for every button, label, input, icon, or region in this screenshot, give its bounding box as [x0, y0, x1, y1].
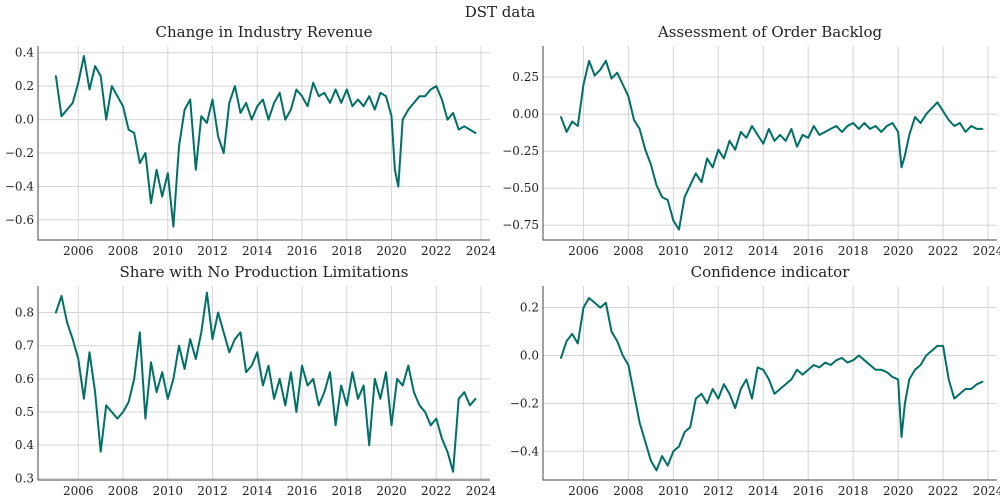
y-tick-label: −0.2: [5, 146, 34, 160]
x-tick-label: 2010: [658, 484, 689, 498]
x-tick-label: 2024: [973, 244, 1000, 258]
x-tick-label: 2006: [568, 484, 599, 498]
x-tick-label: 2012: [197, 244, 228, 258]
y-tick-label: −0.6: [5, 213, 34, 227]
y-tick-label: 0.0: [520, 348, 539, 362]
x-tick-label: 2014: [242, 244, 273, 258]
x-tick-label: 2014: [748, 244, 779, 258]
y-tick-label: 0.0: [15, 113, 34, 127]
x-tick-label: 2022: [421, 244, 452, 258]
x-tick-label: 2016: [793, 484, 824, 498]
axis-spines: [37, 286, 490, 481]
x-tick-label: 2008: [613, 244, 644, 258]
grid: [38, 46, 490, 240]
axis-spines: [542, 46, 997, 241]
y-tick-label: 0.3: [15, 471, 34, 485]
x-tick-label: 2014: [242, 484, 273, 498]
series-line: [54, 291, 477, 473]
x-tick-label: 2022: [928, 484, 959, 498]
grid: [38, 286, 490, 480]
panel-order-backlog: 2006 2008 2010 2012 2014 2016 2018 2020 2022 2024…: [502, 23, 1000, 258]
x-tick-label: 2010: [153, 244, 184, 258]
panel-title: Change in Industry Revenue: [156, 23, 373, 41]
x-tick-label: 2018: [838, 484, 869, 498]
panel-production-limitations: 2006 2008 2010 2012 2014 2016 2018 2020 2022 2024…: [15, 263, 497, 498]
y-tick-label: 0.4: [15, 46, 34, 60]
x-tick-label: 2006: [63, 484, 94, 498]
y-tick-label: −0.2: [510, 396, 539, 410]
x-tick-label: 2018: [332, 244, 363, 258]
x-tick-label: 2010: [153, 484, 184, 498]
y-tick-label: 0.5: [15, 405, 34, 419]
x-tick-label: 2006: [63, 244, 94, 258]
x-tick-label: 2012: [703, 484, 734, 498]
x-tick-label: 2024: [973, 484, 1000, 498]
y-tick-label: 0.00: [512, 107, 539, 121]
y-tick-label: −0.4: [510, 444, 540, 458]
panel-confidence: 2006 2008 2010 2012 2014 2016 2018 2020 2022 2024…: [510, 263, 1000, 498]
x-tick-label: 2020: [376, 484, 407, 498]
x-tick-label: 2020: [883, 244, 914, 258]
x-tick-label: 2018: [838, 244, 869, 258]
x-tick-label: 2022: [421, 484, 452, 498]
x-tick-label: 2012: [703, 244, 734, 258]
x-tick-label: 2016: [287, 244, 318, 258]
y-tick-label: −0.75: [502, 218, 539, 232]
x-tick-label: 2010: [658, 244, 689, 258]
panel-title: Share with No Production Limitations: [120, 263, 409, 281]
x-tick-label: 2012: [197, 484, 228, 498]
y-tick-label: 0.8: [15, 306, 34, 320]
y-tick-label: 0.6: [15, 372, 34, 386]
y-tick-label: −0.50: [502, 181, 539, 195]
axis-spines: [37, 46, 490, 241]
x-tick-label: 2014: [748, 484, 779, 498]
y-tick-label: 0.4: [15, 438, 34, 452]
series-line: [560, 59, 984, 231]
y-tick-label: 0.2: [520, 301, 539, 315]
axis-spines: [542, 286, 997, 481]
x-tick-label: 2020: [883, 484, 914, 498]
x-tick-label: 2008: [613, 484, 644, 498]
x-tick-label: 2022: [928, 244, 959, 258]
x-tick-label: 2016: [793, 244, 824, 258]
x-tick-label: 2024: [466, 244, 497, 258]
grid: [543, 286, 997, 480]
x-tick-label: 2018: [332, 484, 363, 498]
y-tick-label: 0.25: [512, 70, 539, 84]
x-tick-label: 2008: [108, 244, 139, 258]
y-tick-label: 0.2: [15, 79, 34, 93]
y-tick-label: −0.25: [502, 144, 539, 158]
x-tick-label: 2024: [466, 484, 497, 498]
x-tick-label: 2016: [287, 484, 318, 498]
x-tick-label: 2008: [108, 484, 139, 498]
x-tick-label: 2006: [568, 244, 599, 258]
figure-title: DST data: [465, 3, 536, 21]
y-tick-label: 0.7: [15, 339, 34, 353]
x-tick-label: 2020: [376, 244, 407, 258]
y-tick-label: −0.4: [5, 179, 35, 193]
series-line: [54, 55, 477, 228]
panel-revenue: 2006 2008 2010 2012 2014 2016 2018 2020 2022 2024…: [5, 23, 497, 258]
panel-title: Assessment of Order Backlog: [657, 23, 883, 41]
series-line: [560, 297, 984, 472]
panel-title: Confidence indicator: [691, 263, 851, 281]
